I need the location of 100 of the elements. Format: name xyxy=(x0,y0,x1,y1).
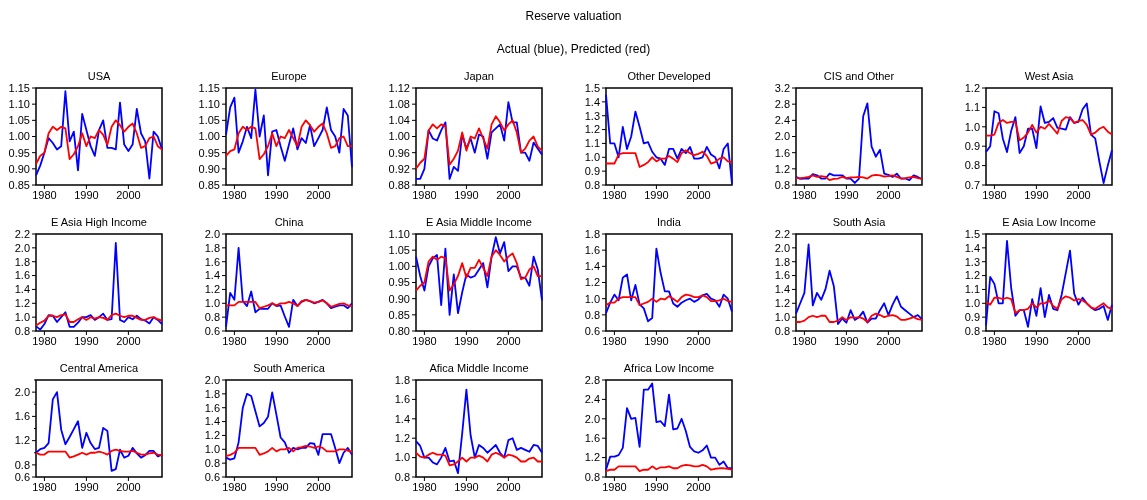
x-tick-label: 1990 xyxy=(264,481,289,493)
x-tick-label: 1990 xyxy=(74,189,99,201)
line-series xyxy=(985,240,1113,328)
y-tick-label: 1.3 xyxy=(964,255,980,268)
y-tick-label: 2.4 xyxy=(774,114,790,127)
y-tick-label: 1.2 xyxy=(774,162,790,175)
y-tick-label: 0.90 xyxy=(388,292,410,305)
x-tick-label: 2000 xyxy=(496,189,521,201)
y-tick-label: 0.8 xyxy=(964,324,980,337)
y-tick-label: 1.2 xyxy=(964,81,980,94)
y-tick-label: 0.6 xyxy=(14,470,30,483)
y-tick-label: 1.6 xyxy=(14,410,30,423)
line-series xyxy=(415,115,543,170)
x-tick-label: 1980 xyxy=(412,481,437,493)
y-tick-label: 2.8 xyxy=(584,373,600,386)
x-tick-label: 2000 xyxy=(116,189,141,201)
y-tick-label: 1.10 xyxy=(388,227,410,240)
y-tick-label: 1.08 xyxy=(388,98,410,111)
y-tick-label: 1.8 xyxy=(14,255,30,268)
x-tick-label: 1980 xyxy=(792,335,817,347)
y-tick-label: 1.8 xyxy=(394,373,410,386)
y-tick-label: 1.4 xyxy=(14,283,30,296)
y-tick-label: 2.0 xyxy=(14,385,30,398)
y-tick-label: 1.2 xyxy=(204,429,220,442)
y-tick-label: 1.8 xyxy=(204,241,220,254)
y-tick-label: 1.04 xyxy=(388,114,410,127)
y-tick-label: 1.2 xyxy=(584,123,600,136)
x-tick-label: 2000 xyxy=(876,189,901,201)
y-tick-label: 0.95 xyxy=(8,146,30,159)
y-tick-label: 2.0 xyxy=(204,227,220,240)
y-tick-label: 0.8 xyxy=(584,470,600,483)
y-tick-label: 1.0 xyxy=(204,443,220,456)
x-tick-label: 2000 xyxy=(1066,189,1091,201)
y-tick-label: 2.8 xyxy=(774,98,790,111)
y-tick-label: 0.7 xyxy=(964,178,980,191)
chart-title: Japan xyxy=(464,70,494,82)
line-series xyxy=(415,236,543,316)
line-series xyxy=(225,298,353,310)
y-tick-label: 1.1 xyxy=(964,283,980,296)
y-tick-label: 2.0 xyxy=(204,373,220,386)
line-series xyxy=(985,102,1113,184)
chart-title: E Asia Low Income xyxy=(1002,216,1096,228)
line-series xyxy=(605,463,733,473)
y-tick-label: 1.2 xyxy=(394,432,410,445)
x-tick-label: 1980 xyxy=(32,189,57,201)
line-series xyxy=(985,116,1113,142)
x-tick-label: 1990 xyxy=(454,335,479,347)
x-tick-label: 2000 xyxy=(496,335,521,347)
y-tick-label: 0.85 xyxy=(8,178,30,191)
x-tick-label: 2000 xyxy=(306,481,331,493)
y-tick-label: 0.80 xyxy=(388,324,410,337)
y-tick-label: 1.0 xyxy=(964,120,980,133)
line-series xyxy=(985,295,1113,314)
y-tick-label: 2.4 xyxy=(584,393,600,406)
y-tick-label: 1.4 xyxy=(964,241,980,254)
x-tick-label: 1980 xyxy=(602,481,627,493)
y-tick-label: 1.4 xyxy=(394,412,410,425)
y-tick-label: 0.92 xyxy=(388,162,410,175)
line-series xyxy=(225,246,353,328)
y-tick-label: 1.4 xyxy=(584,260,600,273)
y-tick-label: 0.6 xyxy=(204,470,220,483)
line-series xyxy=(35,448,163,459)
y-tick-label: 0.8 xyxy=(14,458,30,471)
y-tick-label: 0.85 xyxy=(198,178,220,191)
y-tick-label: 1.2 xyxy=(14,297,30,310)
x-tick-label: 1980 xyxy=(222,335,247,347)
y-tick-label: 1.2 xyxy=(774,297,790,310)
x-tick-label: 2000 xyxy=(686,335,711,347)
chart-title: CIS and Other xyxy=(823,70,895,82)
y-tick-label: 1.4 xyxy=(204,415,220,428)
y-tick-label: 1.00 xyxy=(198,130,220,143)
line-series xyxy=(795,312,923,323)
y-tick-label: 1.15 xyxy=(8,81,30,94)
y-tick-label: 0.8 xyxy=(204,456,220,469)
y-tick-label: 0.96 xyxy=(388,146,410,159)
chart-title: West Asia xyxy=(1024,70,1075,82)
text: Reserve valuation xyxy=(525,9,622,23)
chart-title: Africa Low Income xyxy=(623,362,715,374)
line-series xyxy=(35,242,163,331)
y-tick-label: 1.15 xyxy=(198,81,220,94)
y-tick-label: 1.5 xyxy=(584,81,600,94)
line-series xyxy=(605,149,733,168)
y-tick-label: 1.5 xyxy=(964,227,980,240)
line-series xyxy=(415,388,543,475)
x-tick-label: 1990 xyxy=(644,189,669,201)
y-tick-label: 1.2 xyxy=(204,283,220,296)
y-tick-label: 1.6 xyxy=(394,393,410,406)
x-tick-label: 2000 xyxy=(116,335,141,347)
x-tick-label: 2000 xyxy=(306,335,331,347)
chart-title: Central America xyxy=(59,362,139,374)
y-tick-label: 1.6 xyxy=(774,269,790,282)
y-tick-label: 0.8 xyxy=(774,178,790,191)
y-tick-label: 0.8 xyxy=(964,159,980,172)
y-tick-label: 1.6 xyxy=(204,255,220,268)
y-tick-label: 1.1 xyxy=(584,137,600,150)
y-tick-label: 1.05 xyxy=(198,114,220,127)
chart-title: South America xyxy=(253,362,326,374)
chart-title: USA xyxy=(87,70,111,82)
line-series xyxy=(605,94,733,185)
y-tick-label: 0.6 xyxy=(584,324,600,337)
